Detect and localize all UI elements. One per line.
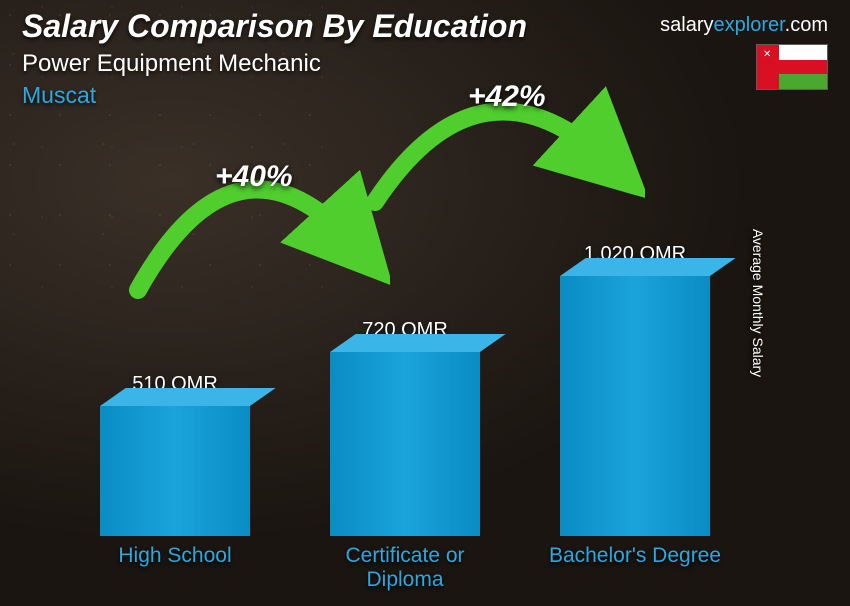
brand-suffix: explorer — [714, 14, 785, 36]
flag-stripe-white — [779, 45, 827, 60]
brand-domain: .com — [785, 14, 828, 36]
increase-percent-label: +42% — [468, 80, 546, 114]
bar-front-face — [330, 352, 480, 536]
bar-chart: 510 OMR High School 720 OMR Certificate … — [60, 180, 750, 536]
y-axis-label: Average Monthly Salary — [750, 229, 766, 377]
bar-group: 510 OMR High School — [85, 373, 265, 536]
category-label: Certificate orDiploma — [295, 544, 515, 592]
infographic-container: Salary Comparison By Education Power Equ… — [0, 0, 850, 606]
bar-front-face — [560, 276, 710, 536]
bar — [330, 352, 480, 536]
country-flag-oman — [756, 44, 828, 90]
brand-logo: salaryexplorer.com — [660, 14, 828, 37]
bar-front-face — [100, 406, 250, 536]
bar-top-face — [100, 388, 276, 406]
flag-stripe-green — [779, 74, 827, 89]
category-label: Bachelor's Degree — [525, 544, 745, 568]
category-label: High School — [65, 544, 285, 568]
chart-location: Muscat — [22, 82, 96, 109]
brand-prefix: salary — [660, 14, 713, 36]
chart-subtitle: Power Equipment Mechanic — [22, 50, 321, 78]
bar — [100, 406, 250, 536]
bar-top-face — [330, 334, 506, 352]
flag-emblem — [760, 48, 776, 64]
flag-stripe-red — [779, 60, 827, 75]
bar-group: 1,020 OMR Bachelor's Degree — [545, 243, 725, 536]
bar — [560, 276, 710, 536]
increase-percent-label: +40% — [215, 160, 293, 194]
bar-top-face — [560, 258, 736, 276]
bar-group: 720 OMR Certificate orDiploma — [315, 319, 495, 536]
chart-title: Salary Comparison By Education — [22, 8, 527, 45]
